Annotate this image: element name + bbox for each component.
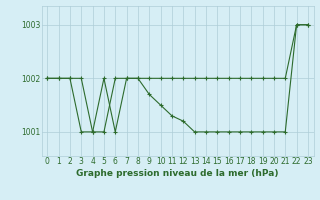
- X-axis label: Graphe pression niveau de la mer (hPa): Graphe pression niveau de la mer (hPa): [76, 169, 279, 178]
